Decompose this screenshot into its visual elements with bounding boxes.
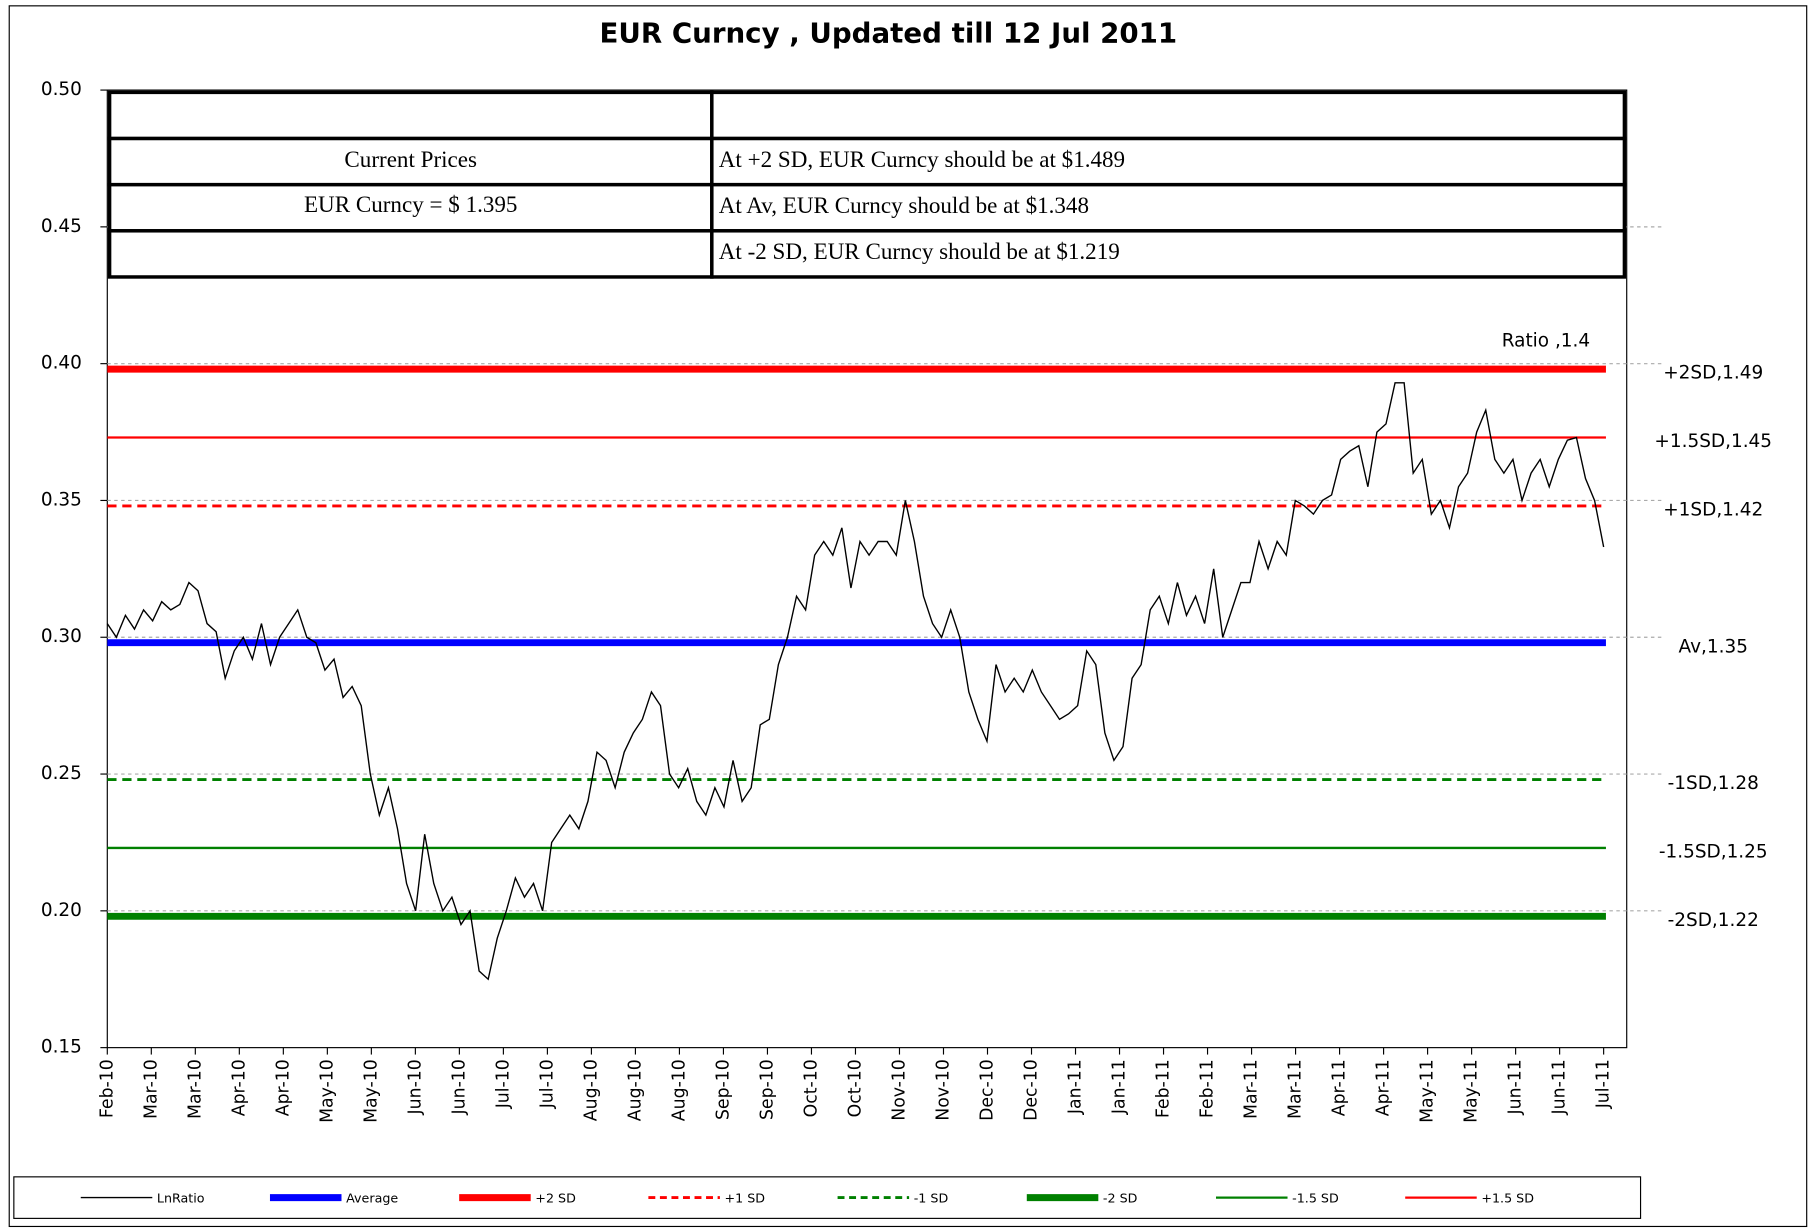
x-tick-label: Aug-10 [625, 1059, 645, 1121]
x-tick-label: Aug-10 [669, 1059, 689, 1121]
band-label: -1SD,1.28 [1668, 773, 1759, 794]
x-tick-label: Jun-10 [449, 1059, 469, 1115]
legend-label: Average [346, 1190, 398, 1205]
x-tick-label: Oct-10 [845, 1059, 865, 1117]
table-text: Current Prices [344, 146, 477, 172]
x-tick-label: Mar-10 [141, 1059, 161, 1119]
y-tick-label: 0.15 [41, 1037, 82, 1058]
legend-label: -1.5 SD [1292, 1190, 1339, 1205]
x-tick-label: May-11 [1462, 1059, 1482, 1123]
table-cell [107, 90, 714, 141]
x-tick-label: Apr-10 [273, 1059, 293, 1116]
band-label: +1.5SD,1.45 [1654, 431, 1772, 452]
legend-label: -2 SD [1103, 1190, 1138, 1205]
band-label: +1SD,1.42 [1663, 500, 1763, 521]
band-label: Av,1.35 [1679, 636, 1748, 657]
x-tick-label: Feb-11 [1154, 1059, 1174, 1118]
x-tick-label: Oct-10 [801, 1059, 821, 1117]
x-tick-label: Jan-11 [1066, 1059, 1086, 1115]
x-tick-label: Jul-10 [537, 1059, 557, 1109]
table-cell [710, 90, 1627, 141]
x-tick-label: Mar-11 [1242, 1059, 1262, 1119]
y-tick-label: 0.50 [41, 79, 82, 100]
table-text: At -2 SD, EUR Curncy should be at $1.219 [719, 238, 1120, 264]
x-tick-label: Dec-10 [1022, 1059, 1042, 1121]
x-tick-label: Nov-10 [889, 1059, 909, 1121]
legend-label: +1.5 SD [1481, 1190, 1534, 1205]
x-tick-label: Jul-11 [1594, 1059, 1614, 1109]
y-tick-label: 0.45 [41, 216, 82, 237]
legend-label: -1 SD [914, 1190, 949, 1205]
band-label: -1.5SD,1.25 [1659, 842, 1768, 863]
x-tick-label: Dec-10 [977, 1059, 997, 1121]
legend-label: LnRatio [157, 1190, 205, 1205]
y-tick-label: 0.20 [41, 900, 82, 921]
x-tick-label: Nov-10 [933, 1059, 953, 1121]
table-cell [107, 229, 714, 279]
y-tick-label: 0.40 [41, 353, 82, 374]
info-table: Current Prices At +2 SD, EUR Curncy shoul… [107, 90, 1627, 279]
x-tick-label: Feb-10 [97, 1059, 117, 1118]
table-text: At +2 SD, EUR Curncy should be at $1.489 [719, 146, 1125, 172]
annotation: Ratio ,1.4 [1502, 331, 1590, 352]
x-tick-label: Jun-11 [1506, 1059, 1526, 1115]
table-cell [710, 182, 1627, 233]
band-label: +2SD,1.49 [1663, 363, 1763, 384]
legend-label: +1 SD [725, 1190, 766, 1205]
x-tick-label: Apr-10 [229, 1059, 249, 1116]
x-tick-label: Jul-10 [493, 1059, 513, 1109]
x-tick-label: Aug-10 [581, 1059, 601, 1121]
x-tick-label: Jan-11 [1110, 1059, 1130, 1115]
y-tick-label: 0.30 [41, 626, 82, 647]
x-tick-label: May-11 [1418, 1059, 1438, 1123]
x-tick-label: Jun-10 [405, 1059, 425, 1115]
y-tick-label: 0.35 [41, 489, 82, 510]
table-cell [107, 182, 714, 233]
table-cell [710, 229, 1627, 279]
table-text: At Av, EUR Curncy should be at $1.348 [719, 192, 1089, 218]
x-tick-label: May-10 [317, 1059, 337, 1123]
ln-ratio-line [106, 382, 1605, 981]
x-tick-label: May-10 [361, 1059, 381, 1123]
x-tick-label: Jun-11 [1550, 1059, 1570, 1115]
legend-label: +2 SD [535, 1190, 576, 1205]
chart-title: EUR Curncy , Updated till 12 Jul 2011 [600, 17, 1178, 50]
y-tick-label: 0.25 [41, 763, 82, 784]
x-tick-label: Apr-11 [1330, 1059, 1350, 1116]
x-tick-label: Feb-11 [1198, 1059, 1218, 1118]
x-tick-label: Sep-10 [713, 1059, 733, 1120]
legend-box [13, 1176, 1642, 1219]
plot-area [106, 89, 1628, 1049]
x-tick-label: Sep-10 [757, 1059, 777, 1120]
table-text: EUR Curncy = $ 1.395 [304, 191, 518, 217]
band-label: -2SD,1.22 [1668, 910, 1759, 931]
x-tick-label: Apr-11 [1374, 1059, 1394, 1116]
x-tick-label: Mar-10 [185, 1059, 205, 1119]
x-tick-label: Mar-11 [1286, 1059, 1306, 1119]
